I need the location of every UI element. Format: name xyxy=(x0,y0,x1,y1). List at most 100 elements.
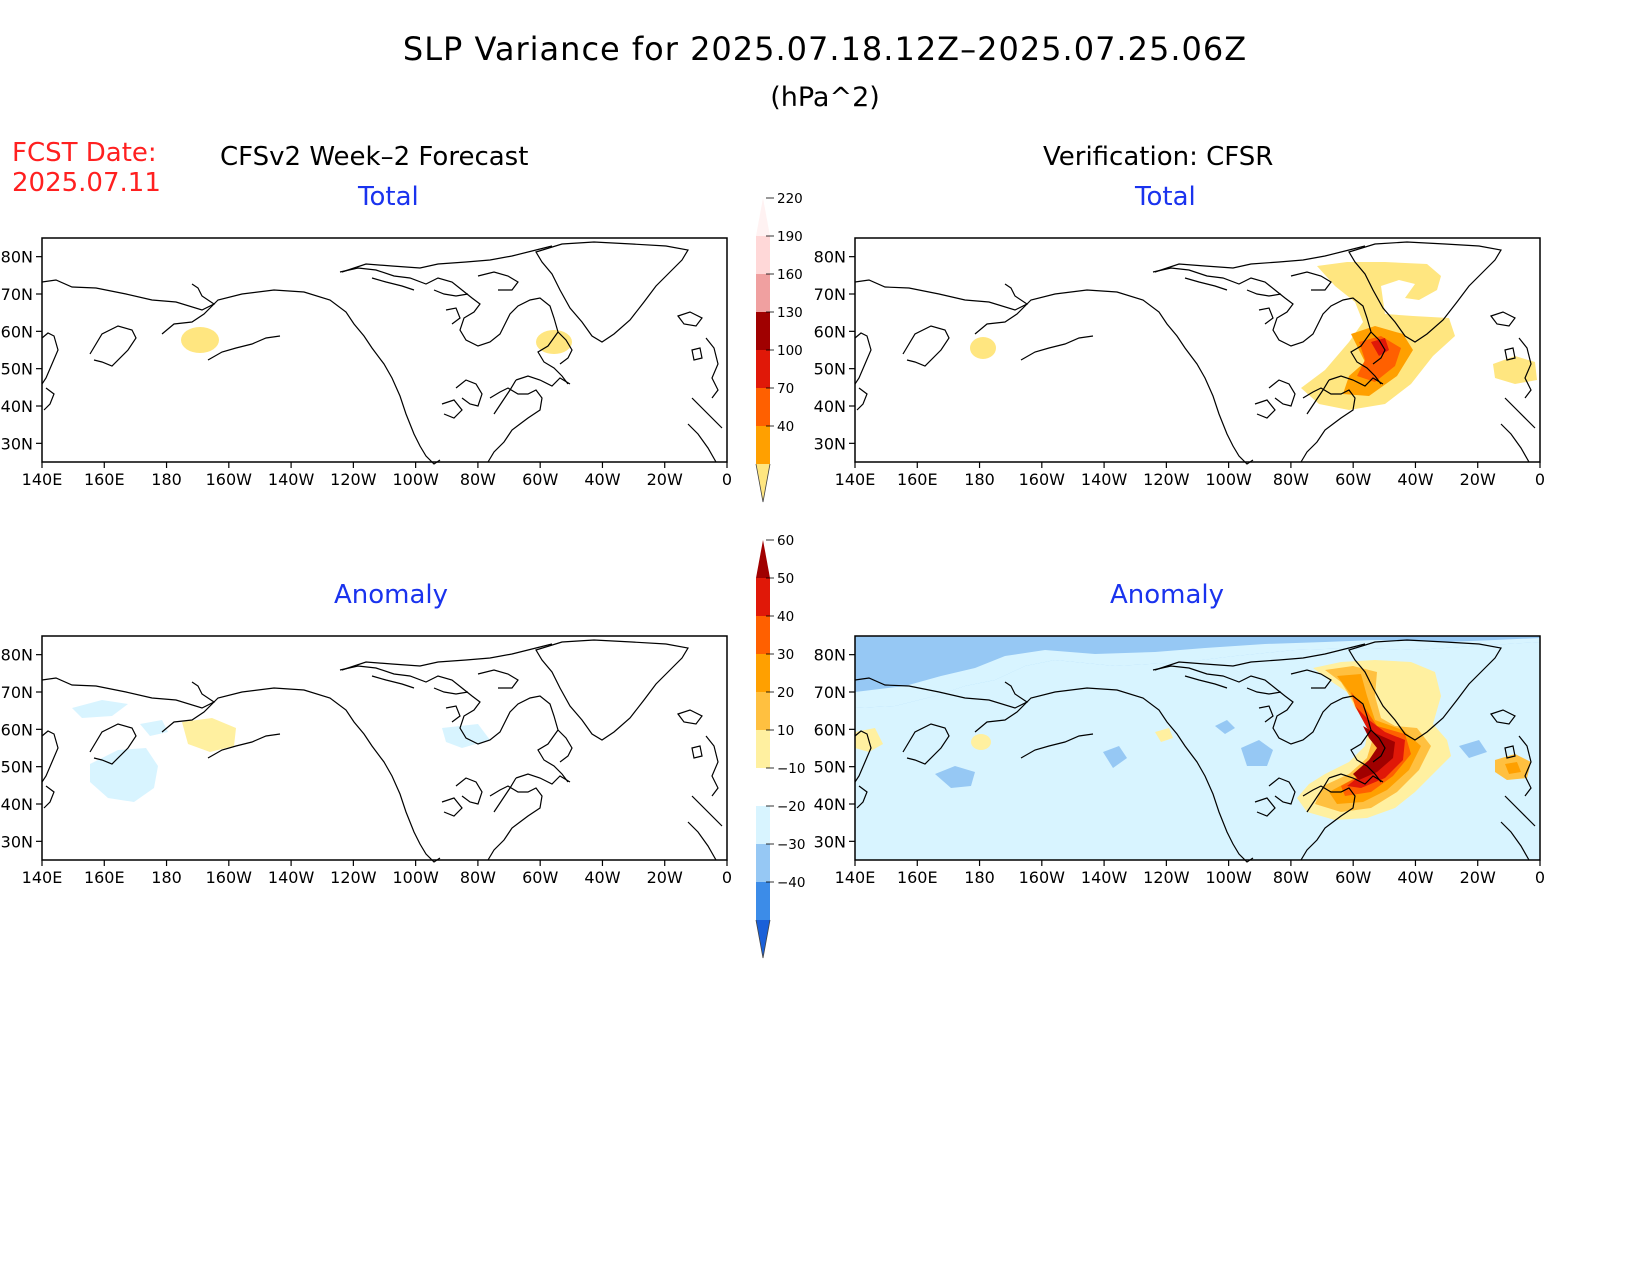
verification-anomaly-lat-label: 50N xyxy=(814,758,846,777)
verification-total-lon-label: 120W xyxy=(1143,470,1190,489)
forecast-anomaly-lat-label: 70N xyxy=(1,683,33,702)
main-units: (hPa^2) xyxy=(770,82,880,113)
forecast-anomaly-lon-label: 100W xyxy=(392,868,439,887)
total-colorbar-label: 220 xyxy=(777,191,803,207)
verification-total-lat-label: 50N xyxy=(814,360,846,379)
forecast-total-lon-label: 0 xyxy=(722,470,732,489)
total-colorbar-label: 130 xyxy=(777,305,803,321)
verification-anomaly-lat-label: 60N xyxy=(814,720,846,739)
verification-anomaly-map xyxy=(854,635,1541,863)
forecast-anomaly-lon-label: 140E xyxy=(22,868,63,887)
anomaly-colorbar-swatch xyxy=(756,578,770,616)
verification-anomaly-lat-label: 30N xyxy=(814,832,846,851)
forecast-total-lon-label: 80W xyxy=(460,470,496,489)
total-colorbar-swatch xyxy=(756,312,770,350)
forecast-total-lon-label: 140E xyxy=(22,470,63,489)
forecast-anomaly-lon-label: 40W xyxy=(584,868,620,887)
verification-anomaly-lon-label: 20W xyxy=(1460,868,1496,887)
anomaly-colorbar-low-triangle xyxy=(756,920,770,958)
verification-total-lon-label: 140E xyxy=(835,470,876,489)
verification-anomaly-lon-label: 100W xyxy=(1205,868,1252,887)
forecast-total-lat-label: 50N xyxy=(1,360,33,379)
anomaly-colorbar: −40 −30 −20 −10 10 20 30 40 50 60 xyxy=(755,533,806,959)
total-colorbar-outline xyxy=(755,463,771,503)
forecast-total-title: Total xyxy=(358,182,419,212)
forecast-total-lon-label: 140W xyxy=(268,470,315,489)
verification-total-lon-label: 0 xyxy=(1535,470,1545,489)
forecast-total-lon-label: 120W xyxy=(330,470,377,489)
verification-anomaly-lon-label: 140E xyxy=(835,868,876,887)
forecast-total-lat-label: 70N xyxy=(1,285,33,304)
forecast-anomaly-title: Anomaly xyxy=(334,580,449,610)
forecast-anomaly-lon-label: 120W xyxy=(330,868,377,887)
anomaly-colorbar-swatch xyxy=(756,654,770,692)
verification-total-lon-label: 60W xyxy=(1335,470,1371,489)
total-colorbar-label: 100 xyxy=(777,343,803,359)
verification-anomaly-lon-label: 60W xyxy=(1335,868,1371,887)
verification-total-lat-label: 40N xyxy=(814,397,846,416)
verification-total-lat-label: 80N xyxy=(814,248,846,267)
verification-anomaly-lon-label: 40W xyxy=(1397,868,1433,887)
axis-labels: 80N 70N 60N 50N 40N 30N 140E 160E 180 160W 140W 120… xyxy=(1,248,1545,887)
forecast-total-lon-label: 160W xyxy=(206,470,253,489)
anomaly-colorbar-swatch xyxy=(756,692,770,730)
forecast-anomaly-lon-label: 140W xyxy=(268,868,315,887)
verification-total-title: Total xyxy=(1135,182,1196,212)
forecast-total-lon-label: 180 xyxy=(151,470,182,489)
verification-anomaly-lon-label: 140W xyxy=(1081,868,1128,887)
anomaly-colorbar-swatch xyxy=(756,882,770,920)
forecast-date: FCST Date: 2025.07.11 xyxy=(12,138,161,198)
verification-total-map xyxy=(854,237,1541,465)
forecast-anomaly-lat-label: 30N xyxy=(1,832,33,851)
total-colorbar-label: 40 xyxy=(777,419,794,435)
verification-total-lon-label: 100W xyxy=(1205,470,1252,489)
anomaly-colorbar-label: 30 xyxy=(777,647,794,663)
forecast-anomaly-lat-label: 40N xyxy=(1,795,33,814)
total-colorbar-low-triangle xyxy=(756,464,770,502)
verification-total-lat-label: 30N xyxy=(814,434,846,453)
forecast-anomaly-lat-label: 50N xyxy=(1,758,33,777)
verification-total-lon-label: 80W xyxy=(1273,470,1309,489)
forecast-anomaly-lon-label: 80W xyxy=(460,868,496,887)
verification-total-frame xyxy=(854,237,1541,463)
forecast-total-lon-label: 100W xyxy=(392,470,439,489)
verification-total-lat-label: 70N xyxy=(814,285,846,304)
anomaly-colorbar-swatch xyxy=(756,768,770,806)
verification-anomaly-lon-label: 160W xyxy=(1019,868,1066,887)
forecast-total-lon-label: 160E xyxy=(84,470,125,489)
anomaly-colorbar-label: 10 xyxy=(777,723,794,739)
forecast-total-lat-label: 30N xyxy=(1,434,33,453)
forecast-anomaly-lon-label: 20W xyxy=(647,868,683,887)
forecast-total-frame xyxy=(41,237,728,463)
total-colorbar-label: 70 xyxy=(777,381,794,397)
verification-total-lon-label: 140W xyxy=(1081,470,1128,489)
verification-anomaly-title: Anomaly xyxy=(1110,580,1225,610)
forecast-total-lon-label: 20W xyxy=(647,470,683,489)
main-title: SLP Variance for 2025.07.18.12Z–2025.07.… xyxy=(402,30,1248,68)
forecast-anomaly-lat-label: 80N xyxy=(1,646,33,665)
verification-anomaly-lon-label: 120W xyxy=(1143,868,1190,887)
verification-anomaly-lat-label: 40N xyxy=(814,795,846,814)
forecast-anomaly-lon-label: 160E xyxy=(84,868,125,887)
forecast-total-lon-label: 60W xyxy=(522,470,558,489)
forecast-total-lat-label: 60N xyxy=(1,322,33,341)
anomaly-colorbar-label: −20 xyxy=(777,799,806,815)
anomaly-colorbar-swatch xyxy=(756,844,770,882)
anomaly-colorbar-swatch xyxy=(756,730,770,768)
total-colorbar-swatch xyxy=(756,388,770,426)
verification-total-lon-label: 40W xyxy=(1397,470,1433,489)
verification-total-lon-label: 160W xyxy=(1019,470,1066,489)
forecast-total-plot-area xyxy=(42,238,727,462)
verification-total-lon-label: 180 xyxy=(964,470,995,489)
forecast-anomaly-lon-label: 60W xyxy=(522,868,558,887)
verification-anomaly-lat-label: 70N xyxy=(814,683,846,702)
forecast-date-value: 2025.07.11 xyxy=(12,168,161,198)
anomaly-colorbar-high-triangle xyxy=(756,540,770,578)
anomaly-colorbar-label: −10 xyxy=(777,761,806,777)
verification-total-lon-label: 160E xyxy=(897,470,938,489)
forecast-anomaly-map xyxy=(41,635,728,863)
verification-total-lat-label: 60N xyxy=(814,322,846,341)
verification-anomaly-lon-label: 80W xyxy=(1273,868,1309,887)
anomaly-colorbar-label: 60 xyxy=(777,533,794,549)
